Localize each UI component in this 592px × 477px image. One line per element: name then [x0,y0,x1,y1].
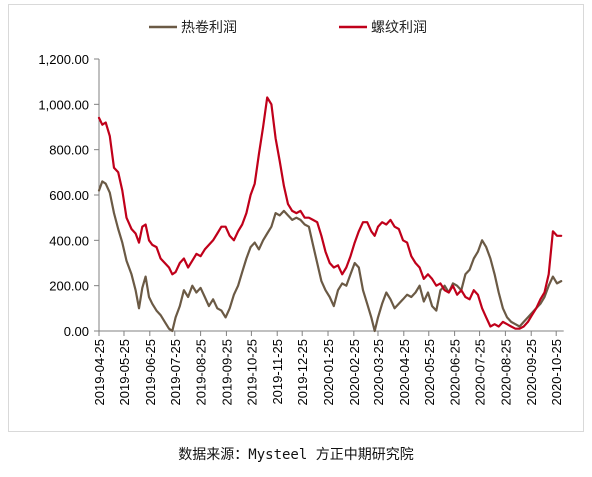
x-tick-label: 2019-09-25 [219,339,234,406]
chart-frame: 0.00 200.00 400.00 600.00 800.00 1,000.00 1,20… [8,4,584,432]
y-tick-label: 600.00 [49,188,89,203]
x-tick-label: 2019-06-25 [143,339,158,406]
x-tick-label: 2020-09-25 [524,339,539,406]
x-tick-label: 2020-08-25 [498,339,513,406]
y-tick-label: 200.00 [49,279,89,294]
x-tick-label: 2019-11-25 [270,339,285,405]
y-tick-label: 800.00 [49,143,89,158]
y-tick-label: 400.00 [49,233,89,248]
legend-label: 热卷利润 [181,20,237,36]
data-source-note: 数据来源：Mysteel 方正中期研究院 [178,447,414,463]
y-tick-label: 1,200.00 [38,52,89,67]
x-tick-label: 2019-04-25 [92,339,107,406]
x-tick-label: 2020-01-25 [321,339,336,406]
x-tick-label: 2019-10-25 [244,339,259,406]
x-tick-label: 2019-12-25 [295,339,310,406]
x-tick-label: 2020-07-25 [473,339,488,406]
series-line-hot-coil [97,180,563,333]
x-tick-label: 2020-04-25 [397,339,412,406]
y-tick-label: 0.00 [64,324,89,339]
x-tick-label: 2020-03-25 [371,339,386,406]
line-chart: 0.00 200.00 400.00 600.00 800.00 1,000.00 1,20… [38,20,564,406]
x-tick-label: 2020-02-25 [347,339,362,406]
x-tick-label: 2020-06-25 [448,339,463,406]
x-tick-label: 2019-07-25 [168,339,183,406]
series-line-rebar [97,96,563,330]
legend-label: 螺纹利润 [371,20,427,36]
y-tick-label: 1,000.00 [38,97,89,112]
x-tick-label: 2019-05-25 [117,339,132,406]
x-tick-label: 2020-05-25 [422,339,437,406]
x-tick-label: 2019-08-25 [194,339,209,406]
x-tick-label: 2020-10-25 [549,339,564,406]
